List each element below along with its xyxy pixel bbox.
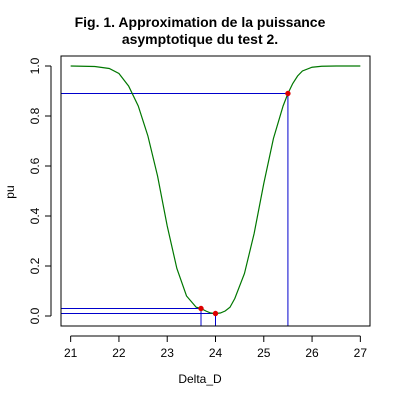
x-tick-label: 26 — [305, 346, 319, 360]
x-tick-label: 24 — [209, 346, 223, 360]
chart-title-line-1: Fig. 1. Approximation de la puissance — [74, 14, 326, 30]
x-tick-label: 22 — [112, 346, 126, 360]
x-tick-label: 25 — [257, 346, 271, 360]
y-axis-label: pu — [3, 185, 17, 199]
x-tick-label: 27 — [354, 346, 368, 360]
x-tick-label: 21 — [64, 346, 78, 360]
power-curve-line — [70, 65, 361, 315]
points-layer — [198, 90, 291, 317]
y-tick-label: 0.2 — [28, 257, 42, 274]
data-point — [285, 90, 291, 97]
y-tick-label: 0.0 — [28, 307, 42, 324]
plot-frame — [60, 55, 371, 327]
y-tick-label: 0.4 — [28, 207, 42, 224]
reference-lines-layer — [61, 93, 289, 326]
x-tick-label: 23 — [161, 346, 175, 360]
x-axis: 21 22 23 24 25 26 27 — [64, 335, 368, 360]
data-point — [212, 310, 219, 317]
curve-layer — [70, 65, 361, 315]
data-point — [198, 305, 204, 312]
chart-title-line-2: asymptotique du test 2. — [121, 31, 279, 47]
x-axis-label: Delta_D — [178, 372, 222, 386]
y-tick-label: 1.0 — [28, 57, 42, 74]
y-axis: 0.0 0.2 0.4 0.6 0.8 1.0 — [28, 57, 52, 324]
y-tick-label: 0.8 — [28, 107, 42, 124]
y-tick-label: 0.6 — [28, 157, 42, 174]
